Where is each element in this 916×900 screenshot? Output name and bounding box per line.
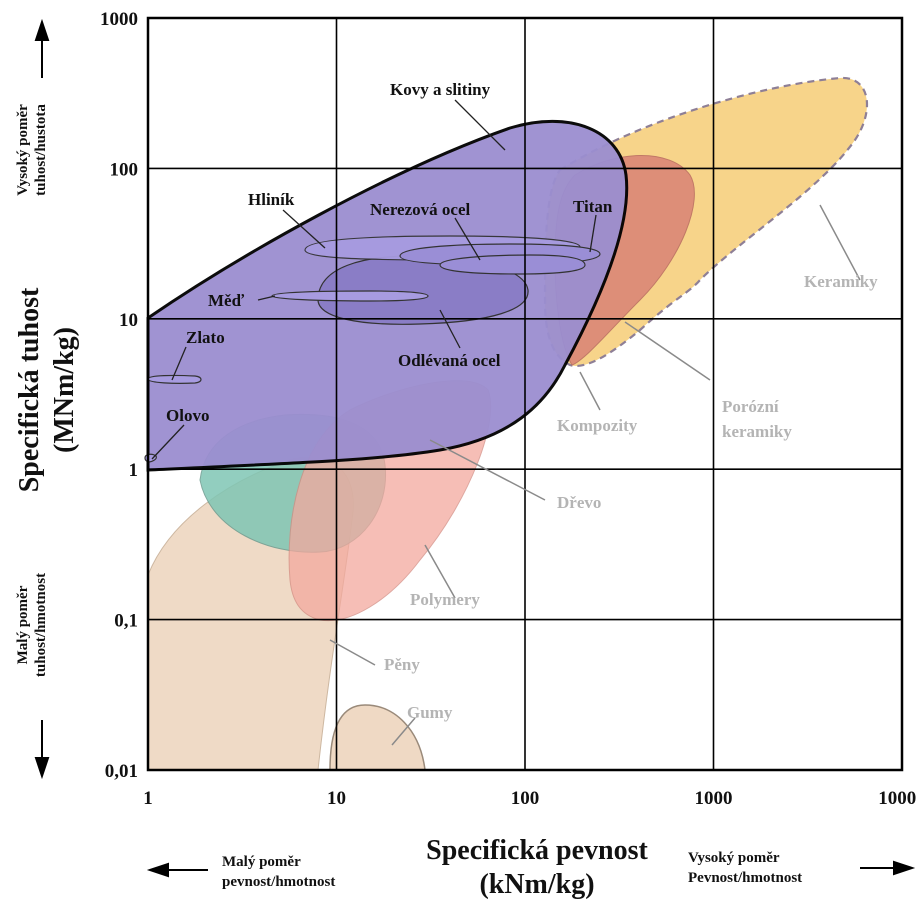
y-low-note-line2: tuhost/hmotnost (33, 573, 49, 677)
y-tick-label: 0,1 (114, 611, 138, 632)
leader-lines (151, 99, 597, 460)
label-gumy: Gumy (407, 703, 453, 722)
label-peny: Pěny (384, 655, 420, 674)
x-low-note-line2: pevnost/hmotnost (222, 874, 335, 890)
y-high-note-line2: tuhost/hustota (33, 104, 49, 196)
y-high-note: Vysoký poměr tuhost/hustota (15, 104, 49, 196)
x-axis-title-line2: (kNm/kg) (479, 869, 594, 900)
region-gumy (329, 704, 426, 771)
region-titan (439, 254, 586, 275)
y-tick-label: 1 (129, 460, 139, 481)
label-hlinik: Hliník (248, 190, 295, 209)
x-low-arrow (146, 862, 208, 878)
y-tick-label: 0,01 (105, 761, 138, 782)
y-axis-title: Specifická tuhost (MNm/kg) (14, 287, 80, 492)
label-polymery: Polymery (410, 590, 480, 609)
y-low-note: Malý poměr tuhost/hmotnost (15, 573, 49, 677)
leader-lines-gray (329, 204, 861, 746)
label-drevo: Dřevo (557, 493, 601, 512)
leader-peny (329, 639, 376, 666)
label-titan: Titan (573, 197, 613, 216)
y-tick-label: 1000 (100, 9, 138, 30)
label-med: Měď (208, 291, 245, 310)
leader-gumy (391, 717, 416, 746)
x-tick-label: 10 (327, 788, 346, 809)
y-tick-label: 100 (110, 159, 139, 180)
label-nerez: Nerezová ocel (370, 200, 470, 219)
leader-med (257, 295, 276, 301)
y-tick-label: 10 (119, 310, 138, 331)
x-high-arrow (860, 860, 916, 876)
y-low-note-line1: Malý poměr (15, 585, 31, 664)
leader-drevo (429, 439, 546, 501)
label-porozni-2: keramiky (722, 422, 792, 441)
y-high-arrow (34, 18, 50, 78)
x-low-note-line1: Malý poměr (222, 854, 301, 870)
label-keramiky: Keramiky (804, 272, 878, 291)
x-high-note-line2: Pevnost/hmotnost (688, 870, 802, 886)
y-axis-title-line1: Specifická tuhost (14, 287, 45, 492)
leader-polymery (424, 544, 456, 599)
leader-odlevana (439, 309, 461, 349)
region-zlato (147, 374, 202, 384)
label-kovy: Kovy a slitiny (390, 80, 491, 99)
label-zlato: Zlato (186, 328, 225, 347)
leader-olovo (151, 424, 185, 460)
x-high-note-line1: Vysoký poměr (688, 850, 780, 866)
plot-frame (146, 16, 904, 772)
x-axis-title-line1: Specifická pevnost (426, 835, 648, 866)
y-axis-title-line2: (MNm/kg) (49, 327, 80, 453)
x-tick-label: 100 (511, 788, 540, 809)
x-tick-label: 1 (143, 788, 153, 809)
leader-hlinik (282, 209, 326, 249)
label-odlevana: Odlévaná ocel (398, 351, 501, 370)
y-low-arrow (34, 720, 50, 780)
label-kompozity: Kompozity (557, 416, 638, 435)
leader-kovy (454, 99, 506, 151)
leader-keramiky (819, 204, 861, 281)
label-porozni-1: Porózní (722, 397, 779, 416)
label-olovo: Olovo (166, 406, 209, 425)
material-regions (144, 76, 869, 771)
x-tick-label: 1000 (695, 788, 733, 809)
leader-zlato (171, 346, 187, 381)
leader-titan (589, 214, 597, 253)
leader-kompozity (579, 371, 601, 411)
region-med (271, 290, 429, 302)
y-high-note-line1: Vysoký poměr (15, 104, 31, 196)
leader-nerez (454, 217, 481, 261)
leader-porozni (624, 321, 711, 381)
